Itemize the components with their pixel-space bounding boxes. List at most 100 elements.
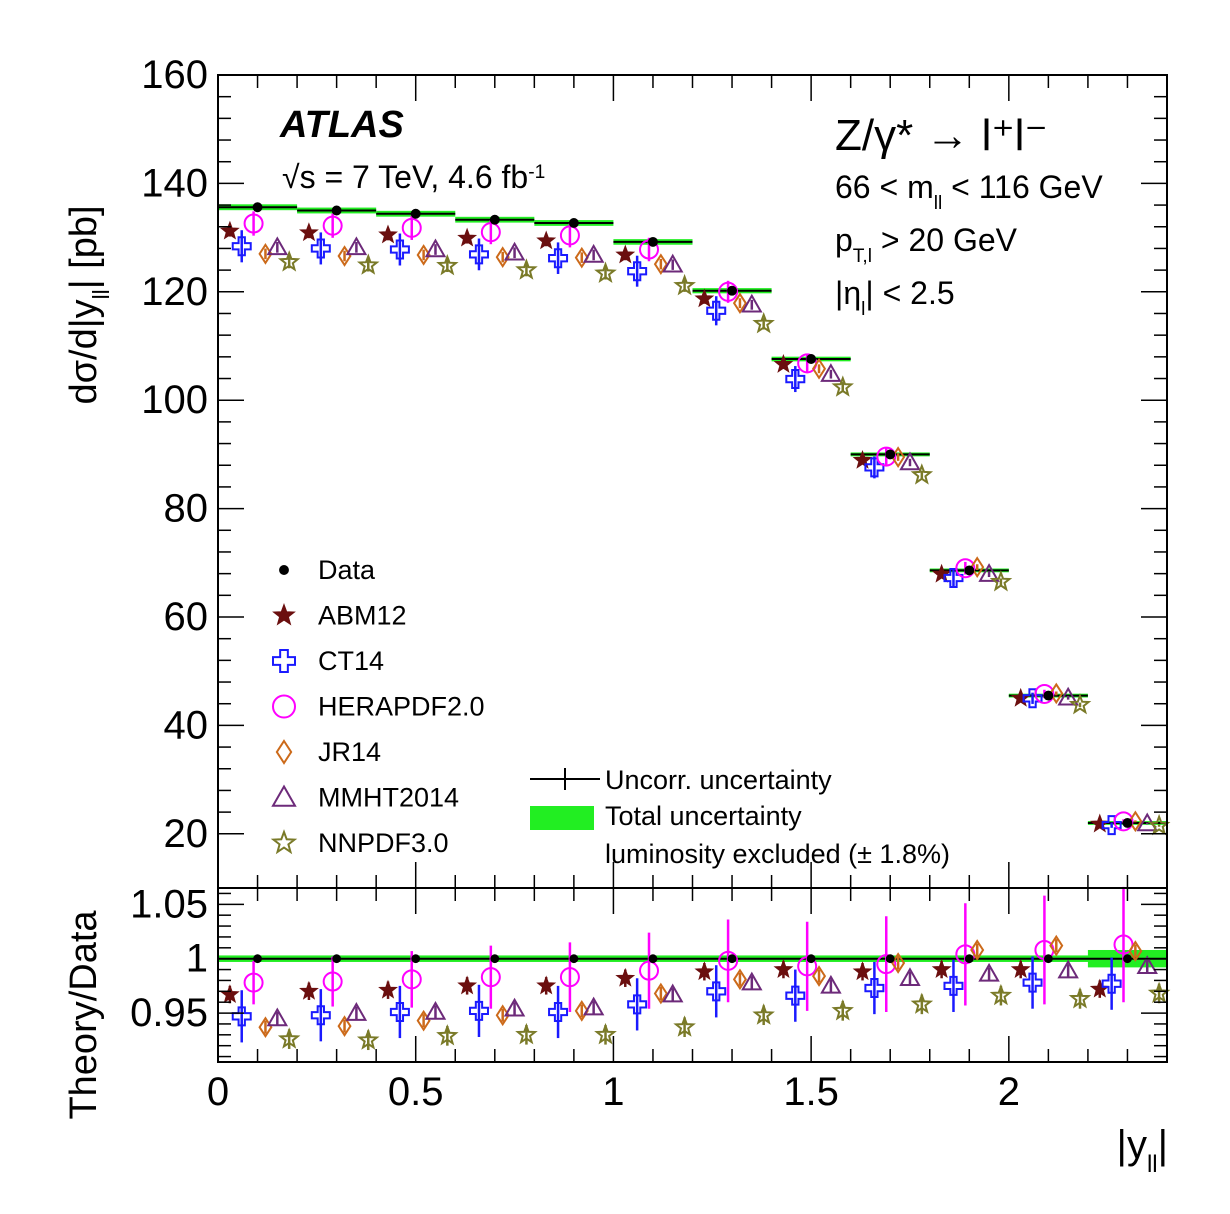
point-jr14 <box>653 253 668 275</box>
point-abm12 <box>852 449 873 469</box>
ratio-point-nnpdf30 <box>673 1015 696 1037</box>
point-herapdf20 <box>559 225 580 246</box>
point-abm12 <box>931 563 952 583</box>
point-herapdf20 <box>401 217 422 238</box>
x-tick-label: 0.5 <box>388 1070 444 1114</box>
ratio-point-data <box>1043 954 1053 964</box>
ratio-point-abm12 <box>378 979 398 999</box>
point-ct14 <box>548 248 569 269</box>
ratio-point-jr14 <box>1128 940 1143 962</box>
point-abm12 <box>457 227 478 247</box>
ratio-point-data <box>253 954 262 964</box>
ratio-point-nnpdf30 <box>436 1024 459 1046</box>
ratio-point-ct14 <box>627 994 648 1015</box>
point-nnpdf30 <box>277 250 301 272</box>
legend-marker-jr14 <box>275 739 293 765</box>
point-data <box>648 236 658 247</box>
point-herapdf20 <box>718 281 739 302</box>
point-abm12 <box>299 222 319 242</box>
ratio-point-herapdf20 <box>876 954 897 975</box>
ratio-point-ct14 <box>1022 972 1043 993</box>
ratio-point-data <box>964 954 974 964</box>
ratio-point-herapdf20 <box>559 967 580 988</box>
point-abm12 <box>219 220 240 240</box>
ratio-point-mmht2014 <box>1136 955 1158 975</box>
ratio-point-mmht2014 <box>978 962 1000 982</box>
point-data <box>727 285 737 296</box>
ratio-point-data <box>569 954 579 964</box>
ratio-point-nnpdf30 <box>1068 986 1092 1009</box>
ratio-point-mmht2014 <box>820 974 842 994</box>
atlas-label: ATLAS <box>279 104 404 146</box>
ratio-point-ct14 <box>785 985 806 1006</box>
legend-marker-ct14 <box>272 649 296 673</box>
ratio-point-mmht2014 <box>899 967 921 987</box>
point-data <box>964 565 975 576</box>
point-nnpdf30 <box>910 463 934 485</box>
legend-marker-abm12 <box>272 603 296 626</box>
uncorr-legend: Uncorr. uncertainty <box>605 765 832 795</box>
point-mmht2014 <box>820 363 842 382</box>
point-data <box>1122 818 1133 828</box>
point-ct14 <box>627 261 648 282</box>
ratio-point-jr14 <box>970 939 985 961</box>
point-jr14 <box>574 246 589 269</box>
ratio-point-abm12 <box>1010 959 1031 978</box>
y-tick-label: 120 <box>141 270 208 314</box>
point-ct14 <box>231 236 252 257</box>
ratio-point-jr14 <box>653 982 668 1005</box>
point-data <box>1043 690 1054 701</box>
point-herapdf20 <box>1034 683 1055 704</box>
ratio-point-nnpdf30 <box>910 992 934 1014</box>
point-ct14 <box>864 457 885 478</box>
mass-cut: 66 < mll < 116 GeV <box>835 169 1103 214</box>
point-abm12 <box>1010 687 1031 707</box>
ratio-point-nnpdf30 <box>515 1022 538 1045</box>
point-nnpdf30 <box>594 261 617 283</box>
point-data <box>252 202 263 213</box>
total-legend-swatch <box>530 806 594 830</box>
point-herapdf20 <box>1113 811 1134 832</box>
point-abm12 <box>378 224 398 244</box>
ratio-point-data <box>727 954 737 964</box>
ratio-point-ct14 <box>310 1005 331 1026</box>
pt-cut: pT,l > 20 GeV <box>835 222 1018 267</box>
ratio-point-herapdf20 <box>401 969 422 990</box>
y-tick-label: 80 <box>164 487 209 531</box>
ratio-point-ct14 <box>706 981 727 1002</box>
point-jr14 <box>732 292 747 315</box>
ratio-y-axis-label: Theory/Data <box>63 910 105 1120</box>
point-mmht2014 <box>662 253 684 273</box>
ratio-point-mmht2014 <box>662 983 684 1003</box>
ratio-point-nnpdf30 <box>989 983 1013 1006</box>
legend-label-ct14: CT14 <box>318 646 384 676</box>
point-data <box>489 214 500 225</box>
ratio-point-herapdf20 <box>718 950 739 971</box>
point-jr14 <box>416 244 431 266</box>
point-data <box>410 208 421 219</box>
ratio-point-data <box>806 954 816 964</box>
point-herapdf20 <box>955 558 976 579</box>
energy-label: √s = 7 TeV, 4.6 fb-1 <box>282 159 545 195</box>
ratio-point-ct14 <box>389 1001 410 1022</box>
ratio-point-herapdf20 <box>480 967 501 988</box>
point-nnpdf30 <box>1068 692 1092 715</box>
point-mmht2014 <box>424 238 447 258</box>
ratio-point-ct14 <box>468 1000 489 1021</box>
ratio-point-nnpdf30 <box>831 999 854 1021</box>
y-tick-label: 40 <box>164 703 209 747</box>
point-nnpdf30 <box>1147 813 1171 836</box>
point-nnpdf30 <box>673 273 696 296</box>
legend-label-mmht2014: MMHT2014 <box>318 783 459 813</box>
point-data <box>885 449 896 460</box>
eta-cut: |ηl| < 2.5 <box>835 275 955 320</box>
y-tick-label: 60 <box>164 595 209 639</box>
point-data <box>331 205 342 216</box>
ratio-point-mmht2014 <box>424 1000 447 1020</box>
legend-marker-mmht2014 <box>271 784 297 807</box>
ratio-y-tick-label: 1 <box>186 937 208 981</box>
legend-label-data: Data <box>318 555 376 585</box>
point-data <box>806 354 817 364</box>
ratio-point-abm12 <box>852 961 873 981</box>
point-mmht2014 <box>503 241 526 261</box>
